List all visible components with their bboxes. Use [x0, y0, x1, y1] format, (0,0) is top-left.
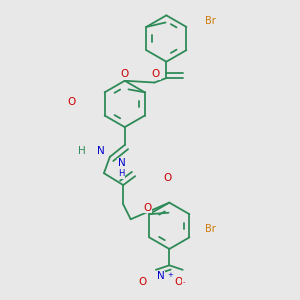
Text: O: O: [152, 69, 160, 79]
Text: H: H: [78, 146, 86, 157]
Text: N: N: [118, 158, 126, 168]
Text: Br: Br: [205, 16, 216, 26]
Text: N: N: [157, 271, 164, 281]
Text: Br: Br: [205, 224, 216, 234]
Text: O: O: [67, 98, 75, 107]
Text: O: O: [121, 69, 129, 79]
Text: -: -: [183, 279, 185, 285]
Text: N: N: [97, 146, 105, 157]
Text: H: H: [118, 169, 125, 178]
Text: O: O: [139, 277, 147, 287]
Text: O: O: [143, 203, 152, 213]
Text: O: O: [164, 173, 172, 183]
Text: O: O: [174, 277, 183, 287]
Text: +: +: [167, 272, 173, 278]
